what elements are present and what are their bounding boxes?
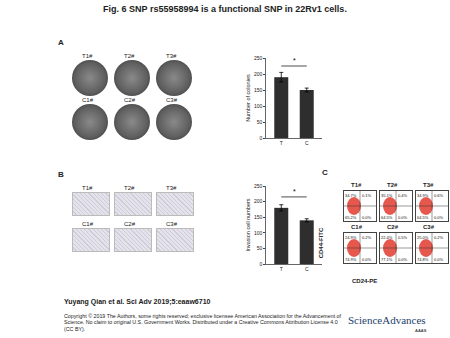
html-text:C3#: C3# xyxy=(423,224,434,230)
html-text:ScienceAdvances: ScienceAdvances xyxy=(348,314,426,326)
html-text:0.4%: 0.4% xyxy=(398,193,408,198)
html-text:C3#: C3# xyxy=(166,97,177,103)
html-text:T2#: T2# xyxy=(124,53,135,59)
html-text:Copyright © 2019 The Authors,: Copyright © 2019 The Authors, some right… xyxy=(64,313,341,332)
html-text:C1#: C1# xyxy=(351,224,362,230)
html-text:34.7%: 34.7% xyxy=(345,193,357,198)
html-text:0.0%: 0.0% xyxy=(362,215,372,220)
html-text:0.0%: 0.0% xyxy=(434,215,444,220)
html-text:0.2%: 0.2% xyxy=(434,235,444,240)
svg-text:250: 250 xyxy=(254,183,263,189)
svg-text:T: T xyxy=(280,140,283,146)
html-text:C1#: C1# xyxy=(82,97,93,103)
html-text:C2#: C2# xyxy=(124,221,135,227)
html-text:T1#: T1# xyxy=(82,53,93,59)
svg-text:200: 200 xyxy=(254,71,263,77)
html-text:Yuyang Qian et al. Sci Adv 201: Yuyang Qian et al. Sci Adv 2019;5:eaaw67… xyxy=(64,298,211,305)
svg-text:100: 100 xyxy=(254,230,263,236)
html-text:Fig. 6 SNP rs55958994 is a fun: Fig. 6 SNP rs55958994 is a functional SN… xyxy=(103,4,347,14)
html-text:24.9%: 24.9% xyxy=(345,235,357,240)
html-text:T3#: T3# xyxy=(423,182,434,188)
html-text:35.1%: 35.1% xyxy=(381,193,393,198)
html-text:C2#: C2# xyxy=(387,224,398,230)
svg-text:150: 150 xyxy=(254,214,263,220)
html-text:T1#: T1# xyxy=(82,185,93,191)
svg-text:50: 50 xyxy=(257,245,263,251)
html-text:0.6%: 0.6% xyxy=(434,193,444,198)
html-text:74.8%: 74.8% xyxy=(417,257,429,262)
html-text:C1#: C1# xyxy=(82,221,93,227)
html-text:25.0%: 25.0% xyxy=(417,235,429,240)
html-text:CD44-FITC: CD44-FITC xyxy=(318,227,325,259)
html-text:C3#: C3# xyxy=(166,221,177,227)
svg-text:200: 200 xyxy=(254,198,263,204)
html-text:C2#: C2# xyxy=(124,97,135,103)
html-text:0.0%: 0.0% xyxy=(398,257,408,262)
html-text:AAAS: AAAS xyxy=(415,328,427,333)
svg-text:150: 150 xyxy=(254,87,263,93)
html-text:0.0%: 0.0% xyxy=(398,215,408,220)
html-text:77.1%: 77.1% xyxy=(381,257,393,262)
html-text:T3#: T3# xyxy=(166,185,177,191)
html-text:A: A xyxy=(58,38,64,47)
html-text:34.9%: 34.9% xyxy=(417,193,429,198)
svg-text:100: 100 xyxy=(254,103,263,109)
html-text:64.5%: 64.5% xyxy=(417,215,429,220)
svg-text:0: 0 xyxy=(260,261,263,267)
html-text:T1#: T1# xyxy=(351,182,362,188)
html-text:0.0%: 0.0% xyxy=(434,257,444,262)
html-text:T2#: T2# xyxy=(124,185,135,191)
svg-text:Number of colonies: Number of colonies xyxy=(245,74,251,122)
html-text:0.0%: 0.0% xyxy=(362,257,372,262)
html-text:22.4%: 22.4% xyxy=(381,235,393,240)
svg-text:*: * xyxy=(293,57,296,64)
html-text:T3#: T3# xyxy=(166,53,177,59)
html-text:74.9%: 74.9% xyxy=(345,257,357,262)
html-text:0.1%: 0.1% xyxy=(362,193,372,198)
html-text:65.2%: 65.2% xyxy=(345,215,357,220)
html-text:0.5%: 0.5% xyxy=(398,235,408,240)
html-text:64.5%: 64.5% xyxy=(381,215,393,220)
html-text:T2#: T2# xyxy=(387,182,398,188)
svg-text:C: C xyxy=(305,266,309,272)
svg-text:50: 50 xyxy=(257,119,263,125)
svg-text:C: C xyxy=(305,140,309,146)
svg-text:0: 0 xyxy=(260,135,263,141)
svg-text:T: T xyxy=(280,266,283,272)
html-text:0.2%: 0.2% xyxy=(362,235,372,240)
svg-text:*: * xyxy=(293,188,296,195)
svg-text:Invasion cell numbers: Invasion cell numbers xyxy=(245,198,251,251)
html-text:B: B xyxy=(58,170,64,179)
html-text:C: C xyxy=(322,168,328,177)
svg-text:250: 250 xyxy=(254,55,263,61)
html-text:CD24-PE: CD24-PE xyxy=(352,278,378,284)
